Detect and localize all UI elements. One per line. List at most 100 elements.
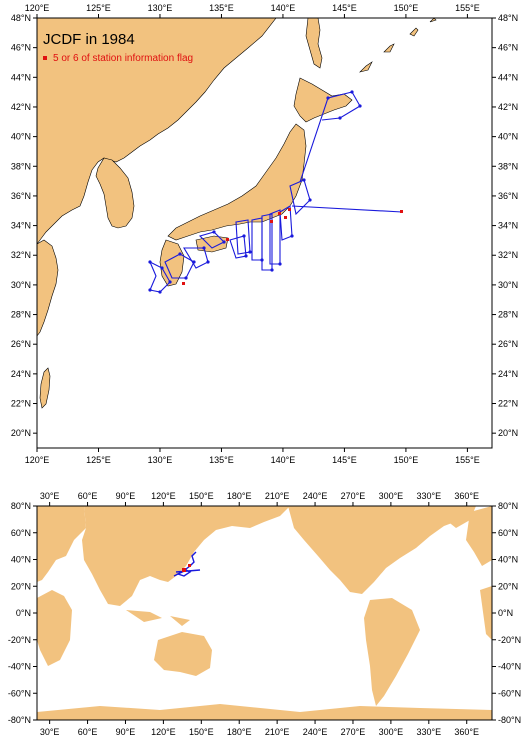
global-lon-label-bottom: 270°E bbox=[341, 727, 366, 737]
honshu bbox=[167, 123, 307, 241]
global-lat-label-left: -40°N bbox=[8, 662, 31, 672]
global-lon-label-top: 150°E bbox=[189, 491, 214, 501]
regional-lat-label-left: 26°N bbox=[11, 339, 31, 349]
regional-lon-label-bottom: 130°E bbox=[148, 455, 173, 465]
global-lon-label-top: 210°E bbox=[265, 491, 290, 501]
station-dots bbox=[148, 90, 362, 294]
global-lat-label-left: 60°N bbox=[11, 528, 31, 538]
maritime-asia bbox=[126, 610, 190, 626]
global-lon-label-top: 270°E bbox=[341, 491, 366, 501]
china-coast bbox=[36, 239, 59, 337]
north-america bbox=[288, 506, 470, 594]
global-lon-label-bottom: 210°E bbox=[265, 727, 290, 737]
regional-lon-label-top: 125°E bbox=[86, 3, 111, 13]
regional-lon-label-bottom: 155°E bbox=[455, 455, 480, 465]
regional-lat-label-right: 44°N bbox=[498, 72, 518, 82]
regional-lat-label-right: 20°N bbox=[498, 428, 518, 438]
regional-lat-label-left: 34°N bbox=[11, 221, 31, 231]
regional-lon-label-top: 120°E bbox=[25, 3, 50, 13]
australia bbox=[154, 632, 212, 676]
global-lon-label-bottom: 150°E bbox=[189, 727, 214, 737]
global-lon-label-top: 330°E bbox=[416, 491, 441, 501]
global-lon-label-top: 120°E bbox=[151, 491, 176, 501]
regional-lat-label-right: 46°N bbox=[498, 43, 518, 53]
kyushu bbox=[159, 239, 185, 287]
global-lon-label-top: 240°E bbox=[303, 491, 328, 501]
global-lon-label-bottom: 180°E bbox=[227, 727, 252, 737]
regional-lon-label-top: 145°E bbox=[332, 3, 357, 13]
regional-lat-label-right: 30°N bbox=[498, 280, 518, 290]
regional-lon-label-top: 150°E bbox=[394, 3, 419, 13]
regional-lon-label-top: 135°E bbox=[209, 3, 234, 13]
regional-lat-label-right: 32°N bbox=[498, 250, 518, 260]
global-lon-label-bottom: 30°E bbox=[40, 727, 60, 737]
regional-lon-label-bottom: 150°E bbox=[394, 455, 419, 465]
regional-lat-label-right: 24°N bbox=[498, 369, 518, 379]
global-lon-label-top: 300°E bbox=[379, 491, 404, 501]
regional-lat-label-left: 22°N bbox=[11, 399, 31, 409]
global-lon-label-bottom: 60°E bbox=[78, 727, 98, 737]
global-lat-label-left: -60°N bbox=[8, 688, 31, 698]
regional-lon-label-bottom: 125°E bbox=[86, 455, 111, 465]
antarctica bbox=[37, 704, 492, 720]
flagged-stations bbox=[182, 208, 403, 285]
global-lat-label-left: -80°N bbox=[8, 715, 31, 725]
regional-lat-label-left: 42°N bbox=[11, 102, 31, 112]
global-lon-label-top: 90°E bbox=[116, 491, 136, 501]
south-america bbox=[364, 598, 420, 706]
global-lat-label-right: 20°N bbox=[498, 581, 518, 591]
global-lon-label-bottom: 240°E bbox=[303, 727, 328, 737]
sakhalin bbox=[305, 17, 323, 69]
regional-lat-label-right: 28°N bbox=[498, 310, 518, 320]
regional-lat-label-right: 40°N bbox=[498, 132, 518, 142]
regional-lat-label-left: 44°N bbox=[11, 72, 31, 82]
map-title: JCDF in 1984 bbox=[43, 31, 135, 48]
africa-europe bbox=[37, 506, 86, 666]
regional-lat-label-right: 42°N bbox=[498, 102, 518, 112]
regional-lon-label-bottom: 140°E bbox=[271, 455, 296, 465]
global-lon-label-bottom: 300°E bbox=[379, 727, 404, 737]
regional-lon-label-top: 155°E bbox=[455, 3, 480, 13]
regional-lat-label-left: 48°N bbox=[11, 13, 31, 23]
regional-lon-label-bottom: 145°E bbox=[332, 455, 357, 465]
global-lat-label-left: 40°N bbox=[11, 555, 31, 565]
global-lat-label-right: -80°N bbox=[498, 715, 521, 725]
global-lon-label-top: 30°E bbox=[40, 491, 60, 501]
regional-map-axes: 120°E 120°E 125°E 125°E 130°E 130°E 135°E 135°E… bbox=[11, 3, 518, 465]
regional-lon-label-bottom: 120°E bbox=[25, 455, 50, 465]
taiwan bbox=[39, 367, 51, 409]
global-lat-label-right: 80°N bbox=[498, 501, 518, 511]
kuril-islands bbox=[359, 17, 437, 73]
regional-map-frame bbox=[36, 17, 493, 449]
greenland bbox=[440, 506, 476, 528]
global-lat-label-right: -20°N bbox=[498, 635, 521, 645]
europe-right bbox=[466, 506, 492, 640]
global-lon-label-bottom: 90°E bbox=[116, 727, 136, 737]
global-lat-label-right: 60°N bbox=[498, 528, 518, 538]
regional-lat-label-left: 40°N bbox=[11, 132, 31, 142]
regional-lat-label-left: 28°N bbox=[11, 310, 31, 320]
regional-lat-label-right: 36°N bbox=[498, 191, 518, 201]
asia bbox=[82, 506, 290, 606]
regional-lat-label-left: 46°N bbox=[11, 43, 31, 53]
global-flagged bbox=[182, 564, 191, 572]
asia-mainland bbox=[36, 17, 277, 245]
regional-lat-label-right: 34°N bbox=[498, 221, 518, 231]
regional-lat-label-right: 26°N bbox=[498, 339, 518, 349]
global-lon-label-top: 180°E bbox=[227, 491, 252, 501]
regional-lat-label-left: 36°N bbox=[11, 191, 31, 201]
global-lat-label-left: 0°N bbox=[16, 608, 31, 618]
global-lon-label-top: 360°E bbox=[454, 491, 479, 501]
regional-lat-label-right: 48°N bbox=[498, 13, 518, 23]
shikoku bbox=[195, 235, 229, 253]
legend-label: 5 or 6 of station information flag bbox=[53, 53, 193, 64]
global-lon-label-bottom: 360°E bbox=[454, 727, 479, 737]
global-lat-label-left: 20°N bbox=[11, 581, 31, 591]
regional-lat-label-right: 38°N bbox=[498, 161, 518, 171]
global-lat-label-right: -40°N bbox=[498, 662, 521, 672]
global-map: 30°E 30°E 60°E 60°E 90°E 90°E 120°E 120°E 150°E 1… bbox=[8, 491, 521, 737]
regional-lat-label-left: 38°N bbox=[11, 161, 31, 171]
korea bbox=[95, 157, 135, 229]
regional-lon-label-bottom: 135°E bbox=[209, 455, 234, 465]
